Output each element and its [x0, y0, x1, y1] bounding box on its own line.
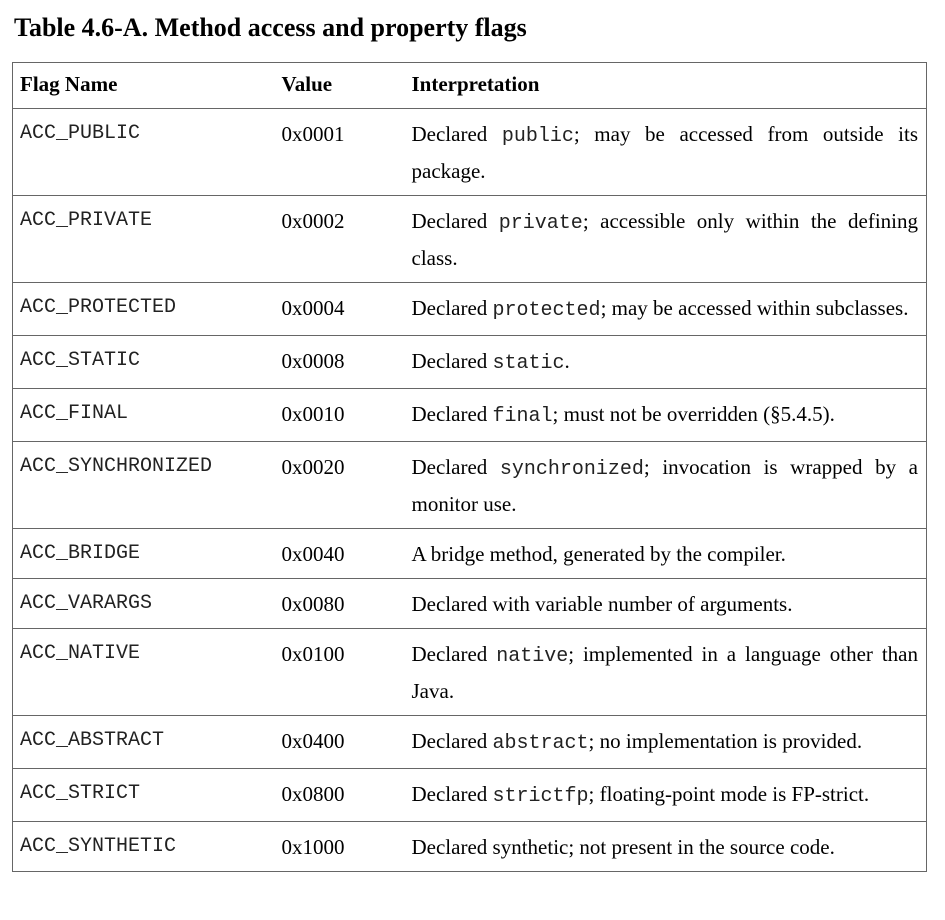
interpretation-cell: Declared final; must not be overridden (…	[404, 388, 927, 442]
table-row: ACC_PUBLIC 0x0001 Declared public; may be …	[12, 108, 927, 196]
flag-value-cell: 0x0020	[274, 441, 405, 529]
interpretation-code: synchronized	[499, 458, 644, 481]
interpretation-text-end: ; must not be overridden (§5.4.5).	[552, 402, 835, 426]
flag-name-cell: ACC_PUBLIC	[12, 108, 275, 196]
interpretation-cell: A bridge method, generated by the compil…	[404, 528, 927, 579]
flag-value-cell: 0x0040	[274, 528, 405, 579]
table-caption: Table 4.6-A. Method access and property …	[14, 13, 527, 42]
interpretation-text-end: ; no implementation is provided.	[588, 729, 863, 753]
interpretation-cell: Declared private; accessible only within…	[404, 195, 927, 283]
table-row: ACC_BRIDGE 0x0040 A bridge method, generat…	[12, 528, 927, 579]
interpretation-text: Declared	[411, 402, 493, 426]
interpretation-text: Declared	[411, 642, 497, 666]
flag-name-cell: ACC_STATIC	[12, 335, 275, 389]
table-row: ACC_VARARGS 0x0080 Declared with variable …	[12, 578, 927, 629]
interpretation-code: static	[492, 352, 565, 375]
table-row: ACC_PROTECTED 0x0004 Declared protected; m…	[12, 282, 927, 336]
interpretation-cell: Declared protected; may be accessed with…	[404, 282, 927, 336]
flag-value-cell: 0x1000	[274, 821, 405, 872]
header-interpretation: Interpretation	[404, 62, 927, 109]
table-row: ACC_NATIVE 0x0100 Declared native; impleme…	[12, 628, 927, 716]
flag-value-cell: 0x0008	[274, 335, 405, 389]
flag-name-cell: ACC_STRICT	[12, 768, 275, 822]
flag-name-cell: ACC_FINAL	[12, 388, 275, 442]
interpretation-text-end: ; implemented in a language other than J…	[411, 642, 919, 703]
interpretation-code: private	[498, 212, 583, 235]
interpretation-text: Declared	[411, 349, 493, 373]
flag-value-cell: 0x0800	[274, 768, 405, 822]
interpretation-text: Declared	[411, 455, 500, 479]
interpretation-text-end: ; may be accessed within subclasses.	[600, 296, 909, 320]
flag-name-cell: ACC_VARARGS	[12, 578, 275, 629]
interpretation-cell: Declared strictfp; floating-point mode i…	[404, 768, 927, 822]
table-row: ACC_STATIC 0x0008 Declared static.	[12, 335, 927, 389]
interpretation-cell: Declared with variable number of argumen…	[404, 578, 927, 629]
table-row: ACC_SYNTHETIC 0x1000 Declared synthetic; n…	[12, 821, 927, 872]
table-body: ACC_PUBLIC 0x0001 Declared public; may be …	[12, 108, 927, 872]
interpretation-cell: Declared static.	[404, 335, 927, 389]
header-value: Value	[274, 62, 405, 109]
interpretation-text: Declared	[411, 729, 493, 753]
flag-value-cell: 0x0001	[274, 108, 405, 196]
table-row: ACC_ABSTRACT 0x0400 Declared abstract; no …	[12, 715, 927, 769]
interpretation-code: native	[496, 645, 569, 668]
flag-name-cell: ACC_SYNTHETIC	[12, 821, 275, 872]
interpretation-text: A bridge method, generated by the compil…	[411, 542, 786, 566]
flag-value-cell: 0x0004	[274, 282, 405, 336]
flag-value-cell: 0x0400	[274, 715, 405, 769]
interpretation-text-end: ; accessible only within the defining cl…	[411, 209, 919, 270]
interpretation-code: abstract	[492, 732, 589, 755]
interpretation-code: public	[501, 125, 574, 148]
flag-value-cell: 0x0002	[274, 195, 405, 283]
interpretation-text: Declared	[411, 296, 493, 320]
flag-name-cell: ACC_PRIVATE	[12, 195, 275, 283]
interpretation-text: Declared	[411, 209, 499, 233]
interpretation-text-end: .	[564, 349, 570, 373]
flag-name-cell: ACC_NATIVE	[12, 628, 275, 716]
interpretation-code: final	[492, 405, 553, 428]
flag-name-cell: ACC_SYNCHRONIZED	[12, 441, 275, 529]
flag-name-cell: ACC_PROTECTED	[12, 282, 275, 336]
flag-value-cell: 0x0080	[274, 578, 405, 629]
interpretation-code: strictfp	[492, 785, 589, 808]
interpretation-text: Declared	[411, 782, 493, 806]
interpretation-text: Declared synthetic; not present in the s…	[411, 835, 835, 859]
table-header-row: Flag Name Value Interpretation	[12, 62, 927, 109]
interpretation-cell: Declared synthetic; not present in the s…	[404, 821, 927, 872]
interpretation-text: Declared with variable number of argumen…	[411, 592, 793, 616]
flag-name-cell: ACC_BRIDGE	[12, 528, 275, 579]
interpretation-text-end: ; may be accessed from outside its packa…	[411, 122, 919, 183]
flag-name-cell: ACC_ABSTRACT	[12, 715, 275, 769]
table-row: ACC_SYNCHRONIZED 0x0020 Declared synchroni…	[12, 441, 927, 529]
interpretation-cell: Declared native; implemented in a langua…	[404, 628, 927, 716]
interpretation-code: protected	[492, 299, 601, 322]
header-flag-name: Flag Name	[12, 62, 275, 109]
interpretation-cell: Declared synchronized; invocation is wra…	[404, 441, 927, 529]
flag-value-cell: 0x0010	[274, 388, 405, 442]
interpretation-text-end: ; floating-point mode is FP-strict.	[588, 782, 870, 806]
table-row: ACC_FINAL 0x0010 Declared final; must not …	[12, 388, 927, 442]
table-row: ACC_PRIVATE 0x0002 Declared private; acces…	[12, 195, 927, 283]
method-flags-table: Flag Name Value Interpretation ACC_PUBLI…	[12, 62, 927, 872]
interpretation-text: Declared	[411, 122, 502, 146]
table-row: ACC_STRICT 0x0800 Declared strictfp; float…	[12, 768, 927, 822]
interpretation-text-end: ; invocation is wrapped by a monitor use…	[411, 455, 919, 516]
interpretation-cell: Declared public; may be accessed from ou…	[404, 108, 927, 196]
interpretation-cell: Declared abstract; no implementation is …	[404, 715, 927, 769]
flag-value-cell: 0x0100	[274, 628, 405, 716]
